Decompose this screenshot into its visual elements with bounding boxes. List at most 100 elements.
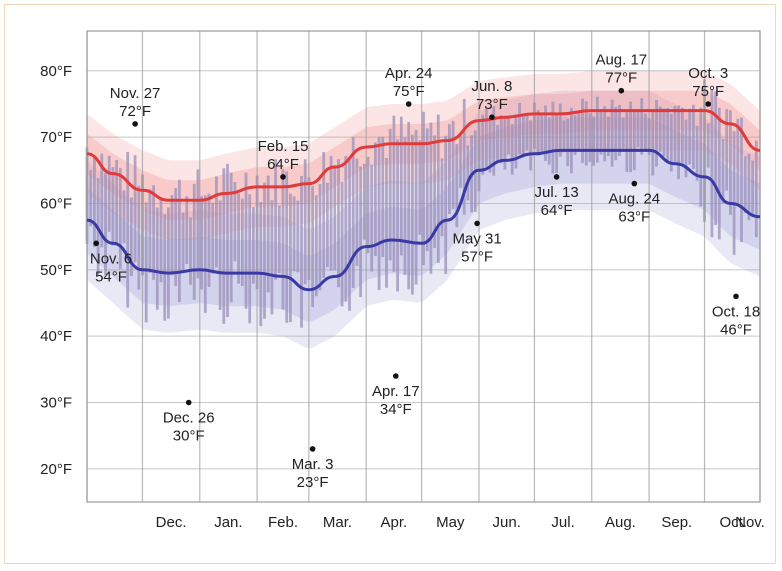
- daily-bar: [462, 98, 466, 215]
- daily-bar: [414, 130, 418, 285]
- daily-bar: [614, 107, 618, 161]
- record-annotation: Nov. 654°F: [90, 240, 132, 285]
- daily-bar: [259, 202, 263, 326]
- daily-bar: [518, 103, 521, 155]
- daily-bar: [433, 135, 436, 248]
- annotation-value: 64°F: [267, 156, 299, 173]
- daily-bar: [584, 101, 588, 166]
- record-dot: [733, 293, 739, 300]
- annotation-date: Apr. 17: [372, 383, 420, 400]
- annotation-value: 54°F: [95, 268, 127, 285]
- daily-bar: [555, 113, 558, 174]
- daily-bar: [270, 200, 274, 315]
- annotation-date: Nov. 27: [110, 85, 161, 102]
- daily-bar: [529, 120, 533, 171]
- daily-bar: [492, 106, 496, 176]
- record-annotation: Oct. 375°F: [688, 65, 728, 107]
- daily-bar: [148, 189, 152, 273]
- daily-bar: [747, 153, 751, 221]
- annotation-date: Mar. 3: [292, 456, 334, 473]
- daily-bar: [625, 110, 629, 172]
- daily-bar: [266, 175, 270, 293]
- daily-bar: [636, 109, 640, 147]
- annotation-value: 46°F: [720, 321, 752, 338]
- daily-bar: [285, 171, 289, 323]
- daily-bar: [104, 172, 107, 276]
- daily-bar: [536, 110, 540, 156]
- annotation-value: 73°F: [476, 96, 508, 113]
- daily-bar: [521, 114, 525, 157]
- daily-bar: [743, 156, 747, 214]
- annotation-date: Oct. 3: [688, 65, 728, 82]
- daily-bar: [152, 185, 155, 280]
- daily-bar: [736, 118, 740, 203]
- daily-bar: [695, 125, 699, 181]
- daily-bar: [684, 119, 688, 178]
- daily-bar: [459, 135, 462, 188]
- x-tick-label: Feb.: [268, 514, 298, 531]
- daily-bar: [277, 205, 281, 273]
- daily-bar: [215, 176, 218, 268]
- daily-bar: [751, 160, 754, 218]
- daily-bar: [344, 155, 348, 302]
- x-tick-label: Oct.: [719, 514, 747, 531]
- daily-bar: [411, 134, 414, 295]
- daily-bar: [592, 116, 595, 166]
- daily-bar: [717, 107, 721, 240]
- record-dot: [185, 399, 192, 406]
- daily-bar: [721, 139, 725, 204]
- daily-bar: [163, 214, 167, 321]
- y-tick-label: 50°F: [40, 262, 72, 279]
- daily-bar: [137, 185, 141, 290]
- daily-bar: [289, 193, 292, 323]
- annotation-date: Apr. 24: [385, 65, 433, 82]
- annotation-date: Nov. 6: [90, 250, 132, 267]
- daily-bar: [407, 121, 411, 290]
- daily-bar: [122, 190, 126, 244]
- daily-bar: [658, 106, 662, 152]
- daily-bar: [274, 159, 277, 280]
- daily-bar: [544, 105, 547, 161]
- daily-bar: [396, 139, 399, 292]
- daily-bar: [562, 120, 566, 151]
- y-tick-label: 20°F: [40, 461, 72, 478]
- record-dot: [553, 174, 560, 180]
- daily-bar: [440, 158, 444, 237]
- daily-bar: [370, 164, 374, 272]
- daily-bar: [540, 114, 544, 154]
- daily-bar: [706, 123, 710, 168]
- y-tick-label: 80°F: [40, 63, 72, 80]
- daily-bar: [200, 196, 203, 290]
- daily-bar: [233, 182, 237, 262]
- daily-bar: [351, 137, 355, 288]
- daily-bar: [621, 117, 625, 149]
- daily-bar: [192, 183, 196, 300]
- annotation-date: Aug. 17: [595, 52, 647, 69]
- daily-bar: [754, 140, 758, 238]
- record-dot: [93, 240, 99, 247]
- daily-bar: [333, 165, 337, 271]
- daily-bar: [662, 108, 666, 157]
- daily-bar: [303, 159, 307, 285]
- y-tick-label: 60°F: [40, 195, 72, 212]
- daily-bar: [329, 156, 333, 271]
- daily-bar: [118, 167, 122, 269]
- record-annotation: Jun. 873°F: [471, 78, 512, 120]
- daily-bar: [322, 152, 326, 278]
- record-dot: [489, 114, 495, 120]
- daily-bar: [729, 110, 732, 215]
- daily-bar: [610, 99, 614, 167]
- daily-bar: [595, 96, 599, 163]
- daily-bar: [551, 101, 555, 174]
- daily-bar: [296, 200, 300, 273]
- daily-bar: [229, 172, 233, 303]
- annotation-date: Aug. 24: [608, 191, 660, 208]
- daily-bar: [170, 195, 174, 276]
- daily-bar: [252, 207, 255, 284]
- x-tick-label: Aug.: [605, 514, 636, 531]
- record-dot: [631, 180, 638, 187]
- daily-bar: [507, 117, 510, 155]
